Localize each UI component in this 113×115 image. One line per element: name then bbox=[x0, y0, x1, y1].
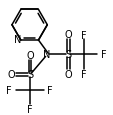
Text: F: F bbox=[80, 30, 86, 40]
Text: F: F bbox=[27, 104, 33, 114]
Text: N: N bbox=[43, 50, 50, 60]
Text: O: O bbox=[26, 50, 34, 60]
Text: O: O bbox=[7, 70, 15, 80]
Text: S: S bbox=[27, 70, 33, 80]
Text: F: F bbox=[100, 50, 106, 60]
Text: F: F bbox=[80, 69, 86, 79]
Text: O: O bbox=[64, 70, 72, 80]
Text: F: F bbox=[6, 85, 12, 95]
Text: N: N bbox=[14, 35, 21, 45]
Text: S: S bbox=[65, 50, 71, 60]
Text: F: F bbox=[47, 85, 52, 95]
Text: O: O bbox=[64, 30, 72, 40]
